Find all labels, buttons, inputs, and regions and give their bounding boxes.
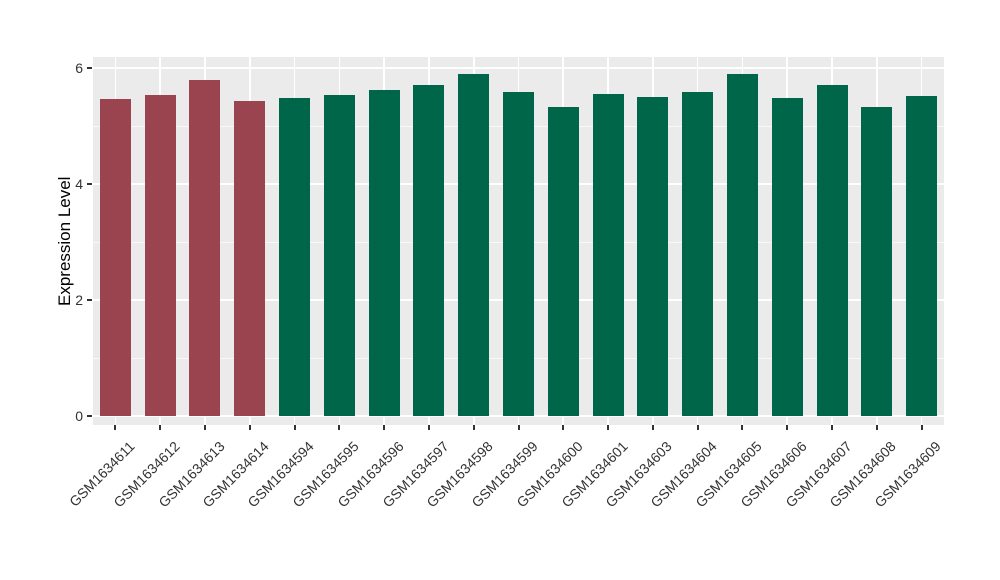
bar-GSM1634612 [144, 95, 176, 416]
bar-GSM1634605 [726, 73, 758, 416]
bar-GSM1634603 [637, 97, 669, 416]
bar-GSM1634597 [413, 85, 445, 416]
x-tick-mark [651, 425, 654, 430]
bar-GSM1634606 [771, 98, 803, 416]
plot-panel [93, 57, 944, 425]
bar-GSM1634611 [99, 98, 131, 416]
bar-GSM1634607 [816, 84, 848, 416]
x-tick-mark [427, 425, 430, 430]
bar-GSM1634601 [592, 93, 624, 416]
bar-GSM1634608 [861, 106, 893, 416]
x-tick-mark [517, 425, 520, 430]
y-tick-label: 2 [75, 292, 83, 308]
bar-GSM1634604 [682, 92, 714, 416]
x-tick-mark [831, 425, 834, 430]
bar-GSM1634596 [368, 90, 400, 416]
x-tick-mark [562, 425, 565, 430]
x-tick-mark [472, 425, 475, 430]
x-tick-mark [293, 425, 296, 430]
y-tick-mark [87, 67, 92, 69]
bar-GSM1634614 [234, 101, 266, 416]
x-tick-mark [920, 425, 923, 430]
x-tick-mark [159, 425, 162, 430]
bar-GSM1634600 [547, 107, 579, 416]
y-tick-mark [87, 299, 92, 301]
y-tick-label: 0 [75, 408, 83, 424]
bar-GSM1634599 [503, 92, 534, 416]
bar-GSM1634609 [906, 96, 938, 416]
y-tick-mark [87, 415, 92, 417]
x-tick-mark [786, 425, 789, 430]
x-tick-mark [203, 425, 206, 430]
x-tick-mark [607, 425, 610, 430]
bar-GSM1634613 [189, 80, 221, 416]
x-tick-mark [248, 425, 251, 430]
y-tick-label: 4 [75, 176, 83, 192]
y-tick-label: 6 [75, 60, 83, 76]
bar-GSM1634595 [323, 94, 355, 416]
x-tick-mark [114, 425, 117, 430]
x-tick-mark [383, 425, 386, 430]
x-tick-mark [741, 425, 744, 430]
x-tick-mark [696, 425, 699, 430]
x-tick-mark [338, 425, 341, 430]
bar-GSM1634594 [279, 98, 311, 416]
y-axis-title: Expression Level [55, 176, 74, 306]
y-tick-mark [87, 183, 92, 185]
x-tick-mark [875, 425, 878, 430]
bar-GSM1634598 [458, 74, 490, 416]
